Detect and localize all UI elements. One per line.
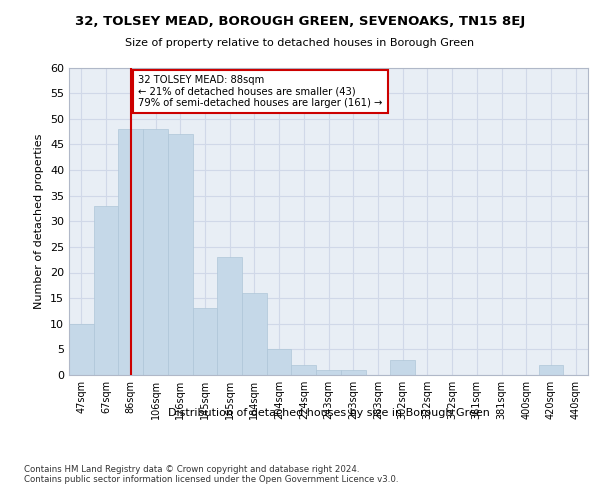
Text: Size of property relative to detached houses in Borough Green: Size of property relative to detached ho… (125, 38, 475, 48)
Bar (242, 293, 267, 375)
Bar (168, 134, 193, 375)
Text: 32 TOLSEY MEAD: 88sqm
← 21% of detached houses are smaller (43)
79% of semi-deta: 32 TOLSEY MEAD: 88sqm ← 21% of detached … (138, 75, 383, 108)
Bar (316, 370, 341, 375)
Bar (539, 365, 563, 375)
Text: 32, TOLSEY MEAD, BOROUGH GREEN, SEVENOAKS, TN15 8EJ: 32, TOLSEY MEAD, BOROUGH GREEN, SEVENOAK… (75, 15, 525, 28)
Bar (292, 365, 316, 375)
Bar (94, 206, 118, 375)
Bar (69, 324, 94, 375)
Text: Distribution of detached houses by size in Borough Green: Distribution of detached houses by size … (168, 408, 490, 418)
Text: Contains HM Land Registry data © Crown copyright and database right 2024.
Contai: Contains HM Land Registry data © Crown c… (24, 465, 398, 484)
Bar (390, 360, 415, 375)
Y-axis label: Number of detached properties: Number of detached properties (34, 134, 44, 309)
Bar (193, 308, 217, 375)
Bar (267, 350, 292, 375)
Bar (143, 129, 168, 375)
Bar (118, 129, 143, 375)
Bar (341, 370, 365, 375)
Bar (217, 257, 242, 375)
